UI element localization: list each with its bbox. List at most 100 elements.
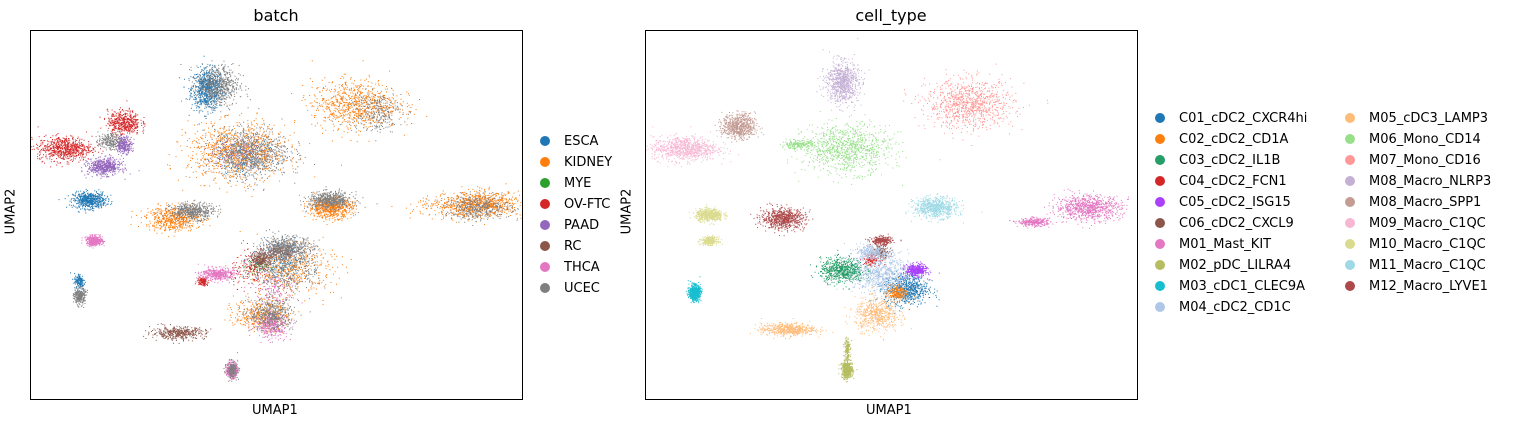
- legend-item: OV-FTC: [540, 194, 610, 214]
- legend-item: RC: [540, 236, 581, 256]
- data-points: [1009, 188, 1130, 229]
- series-m04-cdc2-cd1c: [836, 241, 924, 301]
- series-m03-cdc1-clec9a: [686, 276, 703, 304]
- legend-marker: [1155, 218, 1165, 228]
- y-axis-label: UMAP2: [619, 188, 635, 235]
- legend-item: C01_cDC2_CXCR4hi: [1155, 108, 1307, 128]
- legend-marker: [1345, 197, 1355, 207]
- series-m05-cdc3-lamp3: [749, 287, 912, 341]
- plot-frame: [30, 30, 523, 400]
- series-rc: [143, 238, 311, 344]
- data-points: [645, 126, 739, 168]
- data-points: [749, 287, 912, 341]
- data-points: [689, 204, 728, 247]
- legend-marker: [540, 136, 550, 146]
- legend-label: M01_Mast_KIT: [1179, 236, 1272, 252]
- legend-label: M10_Macro_C1QC: [1369, 236, 1486, 252]
- legend-marker: [1345, 239, 1355, 249]
- legend-marker: [540, 283, 550, 293]
- legend-item: C04_cDC2_FCN1: [1155, 171, 1287, 191]
- legend-label: C01_cDC2_CXCR4hi: [1179, 110, 1308, 126]
- legend-label: C03_cDC2_IL1B: [1179, 152, 1281, 168]
- legend-marker: [1345, 113, 1355, 123]
- y-axis-label: UMAP2: [3, 188, 19, 235]
- legend-item: M09_Macro_C1QC: [1345, 213, 1486, 233]
- legend-item: C06_cDC2_CXCL9: [1155, 213, 1294, 233]
- legend-label: M11_Macro_C1QC: [1369, 257, 1486, 273]
- legend-marker: [540, 178, 550, 188]
- legend-label: M08_Macro_SPP1: [1369, 194, 1482, 210]
- legend-label: PAAD: [564, 217, 600, 233]
- legend-marker: [540, 199, 550, 209]
- legend-marker: [540, 157, 550, 167]
- series-c04-cdc2-fcn1: [860, 251, 886, 267]
- data-points: [836, 241, 924, 301]
- legend-label: MYE: [564, 175, 592, 191]
- scatter-plot-cell-type: [645, 38, 1130, 383]
- legend-item: ESCA: [540, 131, 598, 151]
- series-m08-macro-spp1: [714, 110, 765, 143]
- legend-marker: [1345, 176, 1355, 186]
- legend-item: M12_Macro_LYVE1: [1345, 276, 1488, 296]
- x-axis-label: UMAP1: [866, 403, 912, 418]
- data-points: [81, 134, 270, 180]
- data-points: [714, 110, 765, 143]
- series-mye: [243, 257, 273, 275]
- legend-item: PAAD: [540, 215, 599, 235]
- legend-label: C02_cDC2_CD1A: [1179, 131, 1289, 147]
- legend-marker: [540, 262, 550, 272]
- legend-item: M06_Mono_CD14: [1345, 129, 1481, 149]
- legend-item: THCA: [540, 257, 600, 277]
- legend-item: M08_Macro_NLRP3: [1345, 171, 1491, 191]
- legend-marker: [1155, 176, 1165, 186]
- legend-item: M04_cDC2_CD1C: [1155, 297, 1291, 317]
- legend-item: C03_cDC2_IL1B: [1155, 150, 1280, 170]
- legend-marker: [1155, 113, 1165, 123]
- legend-label: OV-FTC: [564, 196, 611, 212]
- legend-item: M08_Macro_SPP1: [1345, 192, 1481, 212]
- series-paad: [81, 134, 270, 180]
- legend-item: M10_Macro_C1QC: [1345, 234, 1486, 254]
- legend-label: M04_cDC2_CD1C: [1179, 299, 1291, 315]
- legend-marker: [1345, 281, 1355, 291]
- series-c05-cdc2-isg15: [900, 261, 940, 281]
- legend-item: KIDNEY: [540, 152, 612, 172]
- data-points: [883, 277, 915, 306]
- legend-item: M07_Mono_CD16: [1345, 150, 1481, 170]
- series-m11-macro-c1qc: [905, 193, 983, 224]
- legend-label: M03_cDC1_CLEC9A: [1179, 278, 1306, 294]
- plot-frame: [645, 30, 1138, 400]
- legend-label: THCA: [564, 259, 600, 275]
- legend-label: M05_cDC3_LAMP3: [1369, 110, 1489, 126]
- legend-marker: [1155, 281, 1165, 291]
- legend-marker: [1345, 218, 1355, 228]
- legend-item: MYE: [540, 173, 591, 193]
- data-points: [686, 276, 703, 304]
- scatter-plot-batch: [31, 55, 522, 382]
- chart-title: batch: [253, 6, 299, 25]
- data-points: [905, 193, 983, 224]
- legend-label: M12_Macro_LYVE1: [1369, 278, 1488, 294]
- series-c02-cdc2-cd1a: [883, 277, 915, 306]
- series-m02-pdc-lilra4: [838, 336, 858, 383]
- legend-item: M11_Macro_C1QC: [1345, 255, 1486, 275]
- series-m01-mast-kit: [1009, 188, 1130, 229]
- legend-label: M02_pDC_LILRA4: [1179, 257, 1292, 273]
- legend-item: M05_cDC3_LAMP3: [1345, 108, 1488, 128]
- legend-label: M09_Macro_C1QC: [1369, 215, 1486, 231]
- data-points: [810, 249, 871, 290]
- legend-marker: [540, 241, 550, 251]
- legend-label: M07_Mono_CD16: [1369, 152, 1481, 168]
- legend-marker: [1155, 197, 1165, 207]
- legend-item: M02_pDC_LILRA4: [1155, 255, 1291, 275]
- legend-marker: [1155, 239, 1165, 249]
- data-points: [860, 251, 886, 267]
- legend-label: C04_cDC2_FCN1: [1179, 173, 1287, 189]
- data-points: [900, 261, 940, 281]
- legend-item: M01_Mast_KIT: [1155, 234, 1271, 254]
- legend-marker: [1155, 302, 1165, 312]
- legend-marker: [1345, 260, 1355, 270]
- legend-marker: [540, 220, 550, 230]
- x-axis-label: UMAP1: [252, 403, 298, 418]
- legend-label: ESCA: [564, 133, 599, 149]
